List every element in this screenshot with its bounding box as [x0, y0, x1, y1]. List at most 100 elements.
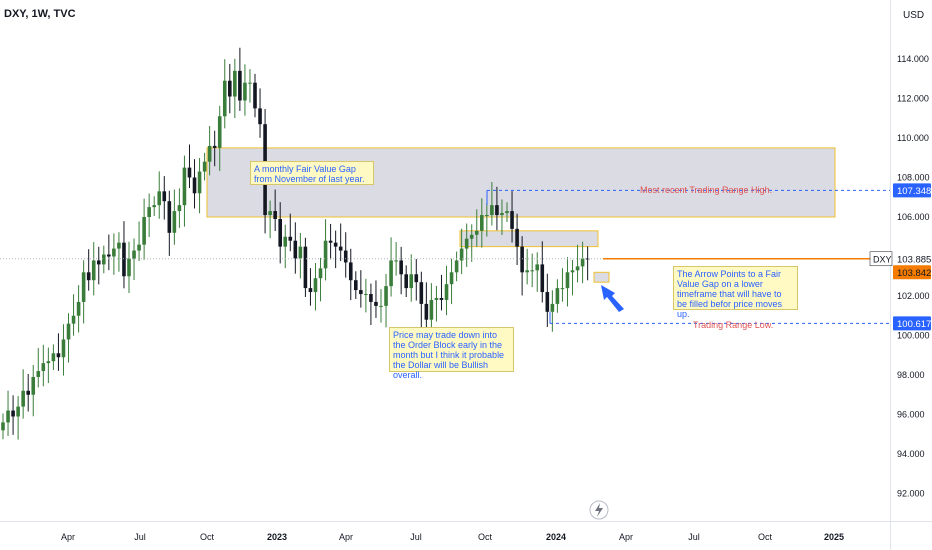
- candle-body: [535, 264, 540, 271]
- candle-body: [575, 266, 580, 271]
- candle-body: [414, 274, 419, 283]
- candle-body: [152, 205, 156, 208]
- candle-body: [177, 205, 182, 212]
- candle-body: [464, 238, 469, 249]
- x-tick-label: Jul: [688, 532, 700, 542]
- candle-body: [328, 240, 333, 243]
- range-high-price-tag-bg: [893, 183, 931, 198]
- candle-body: [172, 211, 177, 233]
- candle-body: [333, 242, 338, 247]
- candle-body: [46, 361, 51, 364]
- candle-body: [283, 236, 288, 247]
- candle-body: [96, 260, 101, 265]
- candle-body: [6, 410, 10, 423]
- candle-body: [56, 353, 61, 358]
- y-tick-label: 112.000: [897, 94, 929, 104]
- lower-tf-fvg-zone: [593, 271, 610, 283]
- candle-body: [132, 250, 136, 259]
- y-tick-label: 110.000: [897, 133, 929, 143]
- x-tick-label: Apr: [339, 532, 353, 542]
- candle-body: [359, 290, 363, 295]
- candle-body: [389, 260, 393, 287]
- candle-body: [278, 218, 282, 247]
- x-tick-label: 2024: [546, 532, 566, 542]
- range-high-label: Most recent Trading Range High.: [640, 185, 773, 195]
- candle-body: [530, 270, 534, 272]
- candle-body: [348, 262, 353, 281]
- candle-body: [580, 258, 585, 267]
- candle-body: [41, 363, 46, 372]
- candle-body: [61, 339, 66, 358]
- candle-body: [86, 272, 91, 281]
- candle-body: [81, 272, 86, 302]
- candle-body: [51, 353, 56, 362]
- candle-body: [217, 116, 222, 148]
- candle-body: [439, 297, 444, 300]
- candle-body: [520, 246, 524, 273]
- range-low-price-tag-bg: [893, 316, 931, 331]
- candle-body: [167, 201, 172, 233]
- last-price-tag: 103.885: [897, 254, 931, 265]
- flash-icon[interactable]: [589, 500, 609, 520]
- candle-body: [338, 246, 343, 251]
- range-low-price-tag: 100.617: [897, 319, 931, 330]
- candle-body: [253, 82, 257, 109]
- candle-body: [258, 108, 262, 125]
- candle-body: [565, 272, 570, 289]
- candle-body: [117, 242, 121, 249]
- y-tick-label: 100.000: [897, 331, 930, 341]
- annotation-arrow-fvg: The Arrow Points to a Fair Value Gap on …: [673, 266, 798, 319]
- candle-body: [298, 246, 303, 259]
- candle-body: [394, 260, 398, 262]
- candle-body: [404, 274, 408, 289]
- y-tick-label: 114.000: [897, 54, 929, 64]
- y-tick-label: 96.000: [897, 410, 925, 420]
- candle-body: [480, 215, 484, 231]
- candle-body: [248, 82, 252, 84]
- candle-body: [323, 240, 328, 269]
- candle-body: [16, 406, 20, 417]
- candle-body: [459, 248, 464, 261]
- symbol-tag-bg: [869, 251, 893, 267]
- candle-body: [354, 280, 358, 291]
- candle-body: [485, 215, 489, 217]
- candle-body: [540, 264, 545, 293]
- y-tick-label: 102.000: [897, 291, 930, 301]
- y-tick-label: 108.000: [897, 173, 930, 183]
- symbol-tag: DXY: [873, 254, 892, 264]
- candle-body: [122, 242, 126, 277]
- candle-body: [243, 82, 247, 101]
- x-tick-label: Apr: [619, 532, 633, 542]
- countdown-price-tag: 103.842: [897, 268, 931, 279]
- candle-body: [293, 240, 298, 259]
- candle-body: [228, 80, 232, 97]
- x-tick-label: Jul: [410, 532, 422, 542]
- candle-body: [409, 274, 414, 289]
- candle-body: [187, 167, 192, 178]
- symbol-title: DXY, 1W, TVC: [4, 8, 76, 20]
- candle-body: [197, 171, 202, 194]
- y-tick-label: 98.000: [897, 370, 925, 380]
- x-tick-label: Oct: [200, 532, 215, 542]
- candle-body: [545, 292, 550, 312]
- candle-body: [454, 260, 459, 273]
- x-tick-label: 2025: [824, 532, 844, 542]
- currency-label[interactable]: USD: [903, 10, 925, 21]
- candle-body: [555, 288, 560, 304]
- candle-body: [192, 177, 197, 194]
- candle-body: [162, 191, 167, 202]
- plot-background: [0, 0, 890, 521]
- candle-body: [313, 278, 318, 293]
- arrow-icon: [601, 285, 624, 312]
- candle-body: [1, 422, 5, 431]
- range-low-label: Trading Range Low.: [693, 320, 774, 330]
- candle-body: [449, 272, 454, 285]
- candle-body: [318, 268, 323, 279]
- candle-body: [268, 211, 272, 216]
- candle-body: [112, 248, 116, 257]
- candle-body: [444, 284, 449, 300]
- candle-body: [36, 371, 41, 377]
- candle-body: [505, 211, 509, 214]
- candle-body: [585, 258, 590, 260]
